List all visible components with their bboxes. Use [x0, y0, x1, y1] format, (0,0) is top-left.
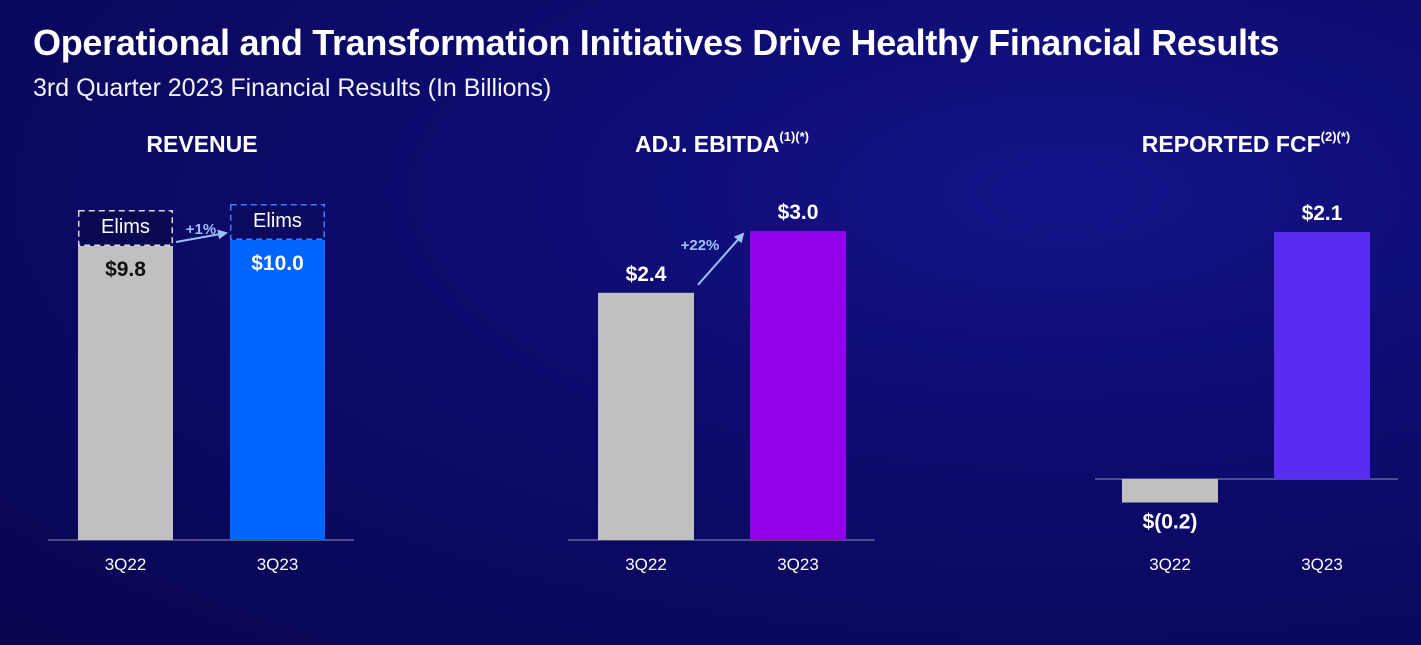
revenue-growth-arrow	[175, 229, 228, 243]
fcf-bar-3q22	[1122, 479, 1218, 503]
page-subtitle: 3rd Quarter 2023 Financial Results (In B…	[33, 74, 552, 102]
revenue-elims-label-3q22: Elims	[101, 216, 150, 238]
ebitda-title-text: ADJ. EBITDA	[634, 131, 780, 157]
fcf-chart-title: REPORTED FCF(2)(*)	[1141, 129, 1351, 158]
revenue-elims-label-3q23: Elims	[253, 210, 302, 232]
fcf-title-superscript: (2)(*)	[1320, 129, 1351, 145]
revenue-growth-label: +1%	[186, 221, 216, 238]
ebitda-tick-3q22: 3Q22	[625, 555, 667, 574]
ebitda-chart: $2.4 3Q22 $3.0 3Q23 +22%	[568, 201, 875, 574]
ebitda-bar-3q23	[750, 231, 846, 540]
fcf-tick-3q23: 3Q23	[1301, 555, 1343, 574]
ebitda-bar-3q22	[598, 292, 694, 540]
revenue-chart: Elims $9.8 3Q22 Elims $10.0 3Q23 +1%	[48, 204, 354, 574]
ebitda-value-label-3q23: $3.0	[778, 201, 819, 224]
ebitda-growth-label: +22%	[681, 237, 720, 254]
ebitda-growth-arrow	[697, 232, 745, 286]
ebitda-tick-3q23: 3Q23	[777, 555, 819, 574]
revenue-tick-3q22: 3Q22	[105, 555, 147, 574]
ebitda-value-label-3q22: $2.4	[626, 263, 667, 286]
revenue-tick-3q23: 3Q23	[257, 555, 299, 574]
fcf-value-label-3q22: $(0.2)	[1143, 511, 1198, 534]
revenue-bar-3q23	[230, 240, 325, 540]
revenue-title-text: REVENUE	[146, 131, 258, 157]
fcf-tick-3q22: 3Q22	[1149, 555, 1191, 574]
fcf-chart: $(0.2) 3Q22 $2.1 3Q23	[1095, 202, 1398, 574]
revenue-value-label-3q23: $10.0	[251, 252, 304, 275]
revenue-elims-box-3q23	[230, 204, 325, 240]
page-title: Operational and Transformation Initiativ…	[33, 22, 1280, 63]
revenue-chart-title: REVENUE	[146, 131, 257, 158]
fcf-value-label-3q23: $2.1	[1302, 202, 1343, 225]
ebitda-chart-title: ADJ. EBITDA(1)(*)	[634, 129, 810, 158]
revenue-value-label-3q22: $9.8	[105, 258, 146, 281]
fcf-bar-3q23	[1274, 232, 1370, 479]
ebitda-title-superscript: (1)(*)	[779, 129, 810, 145]
revenue-elims-box-3q22	[78, 210, 173, 246]
revenue-bar-3q22	[78, 246, 173, 540]
fcf-title-text: REPORTED FCF	[1141, 131, 1321, 157]
